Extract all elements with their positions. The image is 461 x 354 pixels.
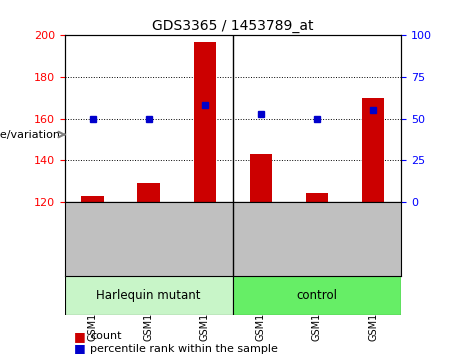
Bar [362,98,384,202]
Text: control: control [296,289,337,302]
Title: GDS3365 / 1453789_at: GDS3365 / 1453789_at [152,19,313,33]
Bar [137,183,160,202]
Bar [65,276,233,315]
Bar [250,154,272,202]
Text: ■: ■ [74,330,85,343]
Text: percentile rank within the sample: percentile rank within the sample [90,344,278,354]
Text: Harlequin mutant: Harlequin mutant [96,289,201,302]
Bar [194,42,216,202]
Bar [82,195,104,202]
Bar [306,194,328,202]
Text: count: count [90,331,121,341]
Text: ■: ■ [74,342,85,354]
Text: genotype/variation: genotype/variation [0,130,60,139]
Bar [233,276,401,315]
